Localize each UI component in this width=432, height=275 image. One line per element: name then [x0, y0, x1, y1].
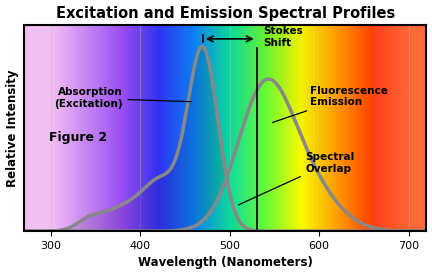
Text: Absorption
(Excitation): Absorption (Excitation) — [54, 87, 191, 109]
X-axis label: Wavelength (Nanometers): Wavelength (Nanometers) — [138, 257, 313, 269]
Title: Excitation and Emission Spectral Profiles: Excitation and Emission Spectral Profile… — [56, 6, 395, 21]
Text: Fluorescence
Emission: Fluorescence Emission — [273, 86, 388, 122]
Text: Spectral
Overlap: Spectral Overlap — [238, 152, 355, 205]
Text: Stokes
Shift: Stokes Shift — [264, 26, 303, 48]
Text: Figure 2: Figure 2 — [49, 131, 107, 144]
Y-axis label: Relative Intensity: Relative Intensity — [6, 69, 19, 186]
